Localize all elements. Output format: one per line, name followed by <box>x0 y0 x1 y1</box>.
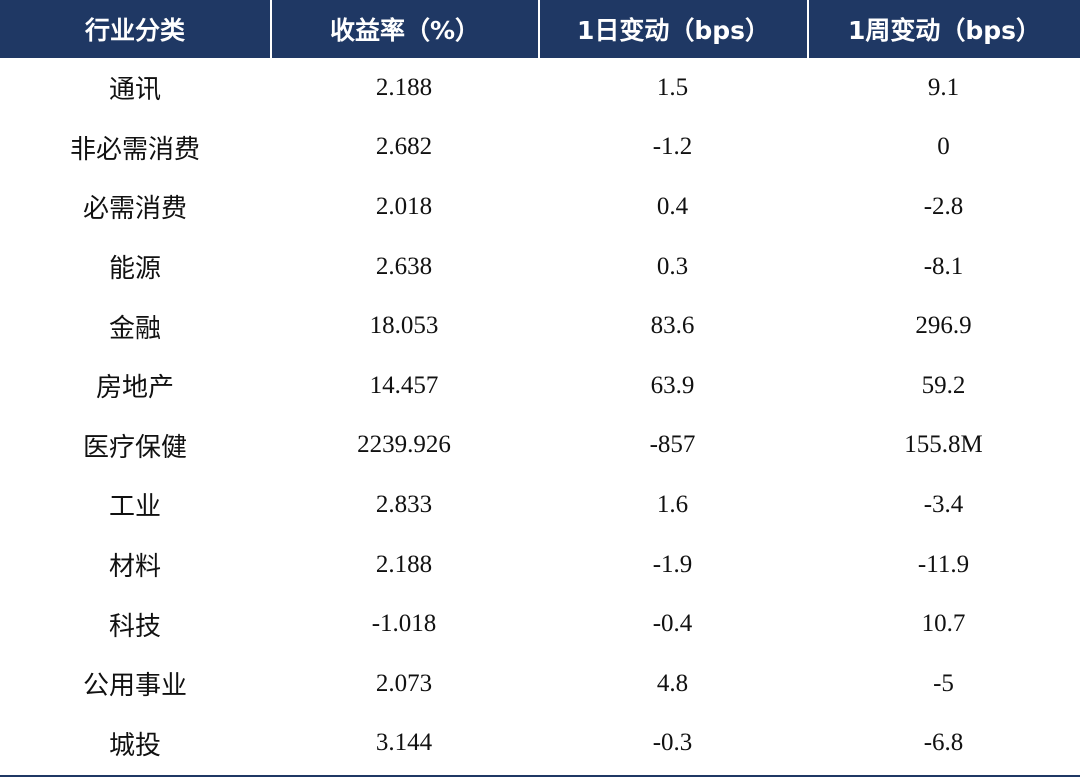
sector-cell: 科技 <box>108 611 161 642</box>
yield-cell: 2.638 <box>375 252 433 280</box>
sector-cell: 通讯 <box>108 75 161 106</box>
yield-cell: 2.682 <box>375 133 433 161</box>
yield-cell: -1.018 <box>371 610 437 638</box>
change-1d-cell: -0.4 <box>652 610 693 638</box>
yield-cell: 14.457 <box>369 371 439 399</box>
change-1w-cell: 59.2 <box>921 371 966 399</box>
sector-cell: 必需消费 <box>82 194 187 225</box>
change-1w-cell: -3.4 <box>923 490 964 518</box>
table-row: 工业 2.833 1.6 -3.4 <box>0 475 1080 535</box>
table-bottom-rule <box>0 775 1080 777</box>
table-row: 能源 2.638 0.3 -8.1 <box>0 237 1080 297</box>
header-row: 行业分类 收益率（%） 1日变动（bps） 1周变动（bps） <box>0 0 1080 58</box>
change-1w-cell: 296.9 <box>915 312 972 340</box>
yield-cell: 2.188 <box>375 550 433 578</box>
change-1d-cell: -857 <box>649 431 696 459</box>
table-body: 通讯 2.188 1.5 9.1 非必需消费 2.682 -1.2 0 必需消费… <box>0 58 1080 773</box>
table-row: 公用事业 2.073 4.8 -5 <box>0 654 1080 714</box>
table-row: 非必需消费 2.682 -1.2 0 <box>0 118 1080 178</box>
change-1d-cell: 63.9 <box>650 371 695 399</box>
sector-cell: 工业 <box>108 492 161 523</box>
change-1w-cell: 9.1 <box>927 73 960 101</box>
change-1w-cell: 0 <box>937 133 950 161</box>
header-sector: 行业分类 <box>0 0 270 58</box>
change-1w-cell: -2.8 <box>923 192 964 220</box>
change-1d-cell: -1.9 <box>652 550 693 578</box>
table-header: 行业分类 收益率（%） 1日变动（bps） 1周变动（bps） <box>0 0 1080 58</box>
change-1d-cell: -1.2 <box>652 133 693 161</box>
change-1d-cell: 1.5 <box>656 73 689 101</box>
yield-cell: 2.073 <box>375 669 433 697</box>
table-row: 金融 18.053 83.6 296.9 <box>0 296 1080 356</box>
change-1d-cell: 0.3 <box>656 252 689 280</box>
change-1d-cell: -0.3 <box>652 729 693 757</box>
change-1w-cell: -5 <box>933 669 954 697</box>
change-1w-cell: -6.8 <box>923 729 964 757</box>
yield-cell: 3.144 <box>375 729 433 757</box>
sector-cell: 医疗保健 <box>82 432 187 463</box>
sector-cell: 城投 <box>108 730 161 761</box>
table-row: 科技 -1.018 -0.4 10.7 <box>0 594 1080 654</box>
table-row: 必需消费 2.018 0.4 -2.8 <box>0 177 1080 237</box>
header-1w-change: 1周变动（bps） <box>807 0 1080 58</box>
table-row: 材料 2.188 -1.9 -11.9 <box>0 535 1080 595</box>
sector-cell: 公用事业 <box>82 671 187 702</box>
yield-cell: 2239.926 <box>357 431 451 459</box>
table-row: 通讯 2.188 1.5 9.1 <box>0 58 1080 118</box>
table-row: 房地产 14.457 63.9 59.2 <box>0 356 1080 416</box>
yield-cell: 2.188 <box>375 73 433 101</box>
yield-cell: 2.018 <box>375 192 433 220</box>
sector-cell: 房地产 <box>95 373 174 404</box>
sector-cell: 非必需消费 <box>69 134 200 165</box>
change-1d-cell: 0.4 <box>656 192 689 220</box>
change-1d-cell: 4.8 <box>656 669 689 697</box>
header-1d-change: 1日变动（bps） <box>538 0 807 58</box>
change-1w-cell: 155.8M <box>904 431 983 459</box>
change-1d-cell: 83.6 <box>650 312 695 340</box>
yield-cell: 18.053 <box>369 312 439 340</box>
change-1w-cell: 10.7 <box>921 610 966 638</box>
sector-cell: 金融 <box>108 313 161 344</box>
sector-cell: 材料 <box>108 552 161 583</box>
change-1w-cell: -8.1 <box>923 252 964 280</box>
table-row: 医疗保健 2239.926 -857 155.8M <box>0 416 1080 476</box>
change-1w-cell: -11.9 <box>917 550 970 578</box>
change-1d-cell: 1.6 <box>656 490 689 518</box>
sector-cell: 能源 <box>108 254 161 285</box>
yield-cell: 2.833 <box>375 490 433 518</box>
table-row: 城投 3.144 -0.3 -6.8 <box>0 714 1080 774</box>
header-yield: 收益率（%） <box>270 0 538 58</box>
